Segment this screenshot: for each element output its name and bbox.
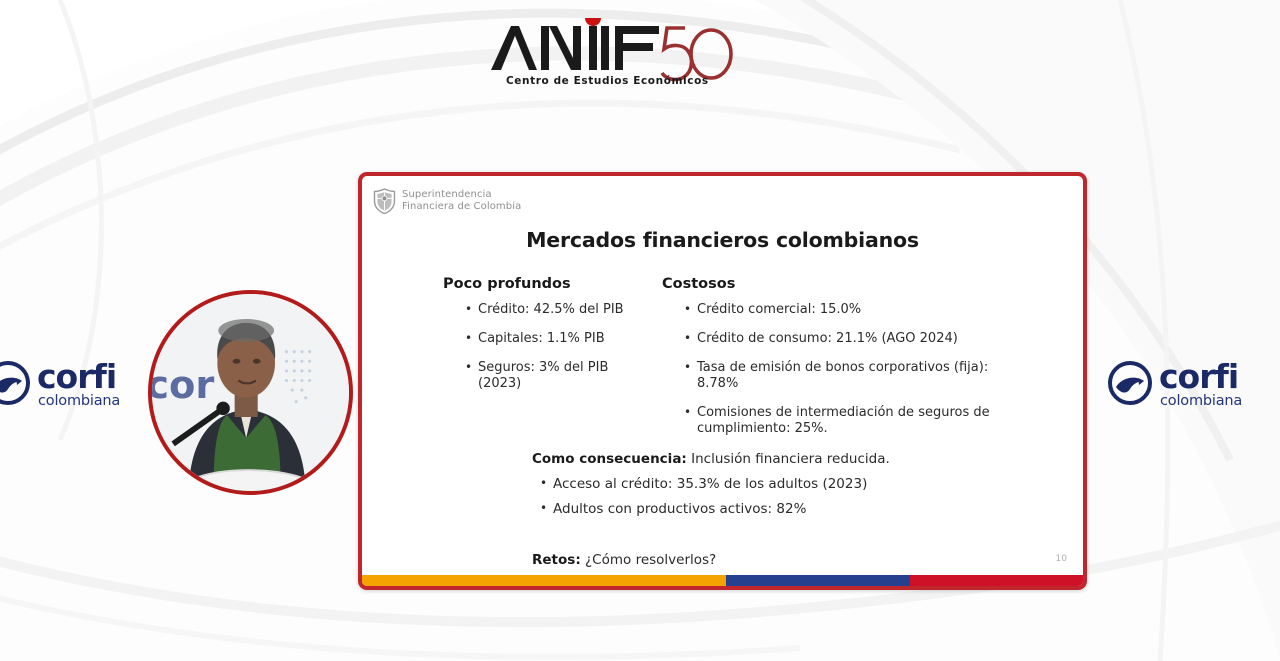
- superintendencia-line-2: Financiera de Colombia: [402, 201, 522, 212]
- flag-stripe-red: [909, 575, 1083, 586]
- slide-title: Mercados financieros colombianos: [526, 228, 919, 252]
- list-item: Crédito comercial: 15.0%: [684, 301, 1032, 318]
- slide-columns: Poco profundos Crédito: 42.5% del PIB Ca…: [362, 276, 1083, 450]
- column-costosos: Costosos Crédito comercial: 15.0% Crédit…: [652, 276, 1032, 450]
- list-item: Capitales: 1.1% PIB: [465, 330, 652, 347]
- anif-tagline: Centro de Estudios Económicos: [506, 75, 709, 87]
- bullet-list: Crédito comercial: 15.0% Crédito de cons…: [662, 301, 1032, 437]
- column-heading: Costosos: [662, 276, 736, 292]
- speaker-video-frame: cor: [152, 294, 349, 491]
- consequence-text: Inclusión financiera reducida.: [691, 451, 890, 467]
- consequence-label: Como consecuencia:: [532, 451, 687, 467]
- list-item: Tasa de emisión de bonos corporativos (f…: [684, 359, 1032, 392]
- anif-logo: Centro de Estudios Económicos: [491, 18, 733, 87]
- speaker-video-bubble[interactable]: cor: [148, 290, 353, 495]
- list-item: Comisiones de intermediación de seguros …: [684, 404, 1032, 437]
- corfi-swirl-icon: [1108, 361, 1152, 406]
- superintendencia-line-1: Superintendencia: [402, 189, 492, 200]
- flag-stripe-blue: [726, 575, 910, 586]
- colombian-flag-bar: [362, 575, 1083, 586]
- corfi-subtitle: colombiana: [38, 393, 121, 409]
- list-item: Acceso al crédito: 35.3% de los adultos …: [540, 475, 1002, 492]
- column-poco-profundos: Poco profundos Crédito: 42.5% del PIB Ca…: [362, 276, 652, 450]
- flag-stripe-yellow: [362, 575, 727, 586]
- corfi-swirl-icon: [0, 361, 30, 406]
- presentation-slide: Superintendencia Financiera de Colombia …: [358, 172, 1087, 590]
- corfi-logo-left: corfi colombiana: [0, 358, 120, 409]
- consequence-bullet-list: Acceso al crédito: 35.3% de los adultos …: [532, 475, 1002, 517]
- list-item: Crédito: 42.5% del PIB: [465, 301, 652, 318]
- corfi-logo-right: corfi colombiana: [1108, 358, 1242, 409]
- slide-page-number: 10: [1055, 554, 1067, 564]
- list-item: Crédito de consumo: 21.1% (AGO 2024): [684, 330, 1032, 347]
- corfi-subtitle: colombiana: [1160, 393, 1243, 409]
- list-item: Seguros: 3% del PIB (2023): [465, 359, 652, 392]
- consequence-statement: Como consecuencia: Inclusión financiera …: [532, 451, 1002, 467]
- shield-emblem-icon: [373, 188, 396, 214]
- retos-label: Retos:: [532, 552, 581, 568]
- corfi-wordmark: corfi: [1159, 357, 1239, 396]
- retos-statement: Retos: ¿Cómo resolverlos?: [532, 552, 716, 568]
- superintendencia-lockup: Superintendencia Financiera de Colombia: [373, 188, 521, 214]
- retos-text: ¿Cómo resolverlos?: [585, 552, 717, 568]
- consequence-block: Como consecuencia: Inclusión financiera …: [532, 451, 1002, 526]
- anif-dot: [585, 18, 601, 26]
- column-heading: Poco profundos: [443, 276, 571, 292]
- list-item: Adultos con productivos activos: 82%: [540, 500, 1002, 517]
- bullet-list: Crédito: 42.5% del PIB Capitales: 1.1% P…: [443, 301, 652, 392]
- corfi-wordmark: corfi: [37, 357, 117, 396]
- svg-text:cor: cor: [152, 363, 214, 408]
